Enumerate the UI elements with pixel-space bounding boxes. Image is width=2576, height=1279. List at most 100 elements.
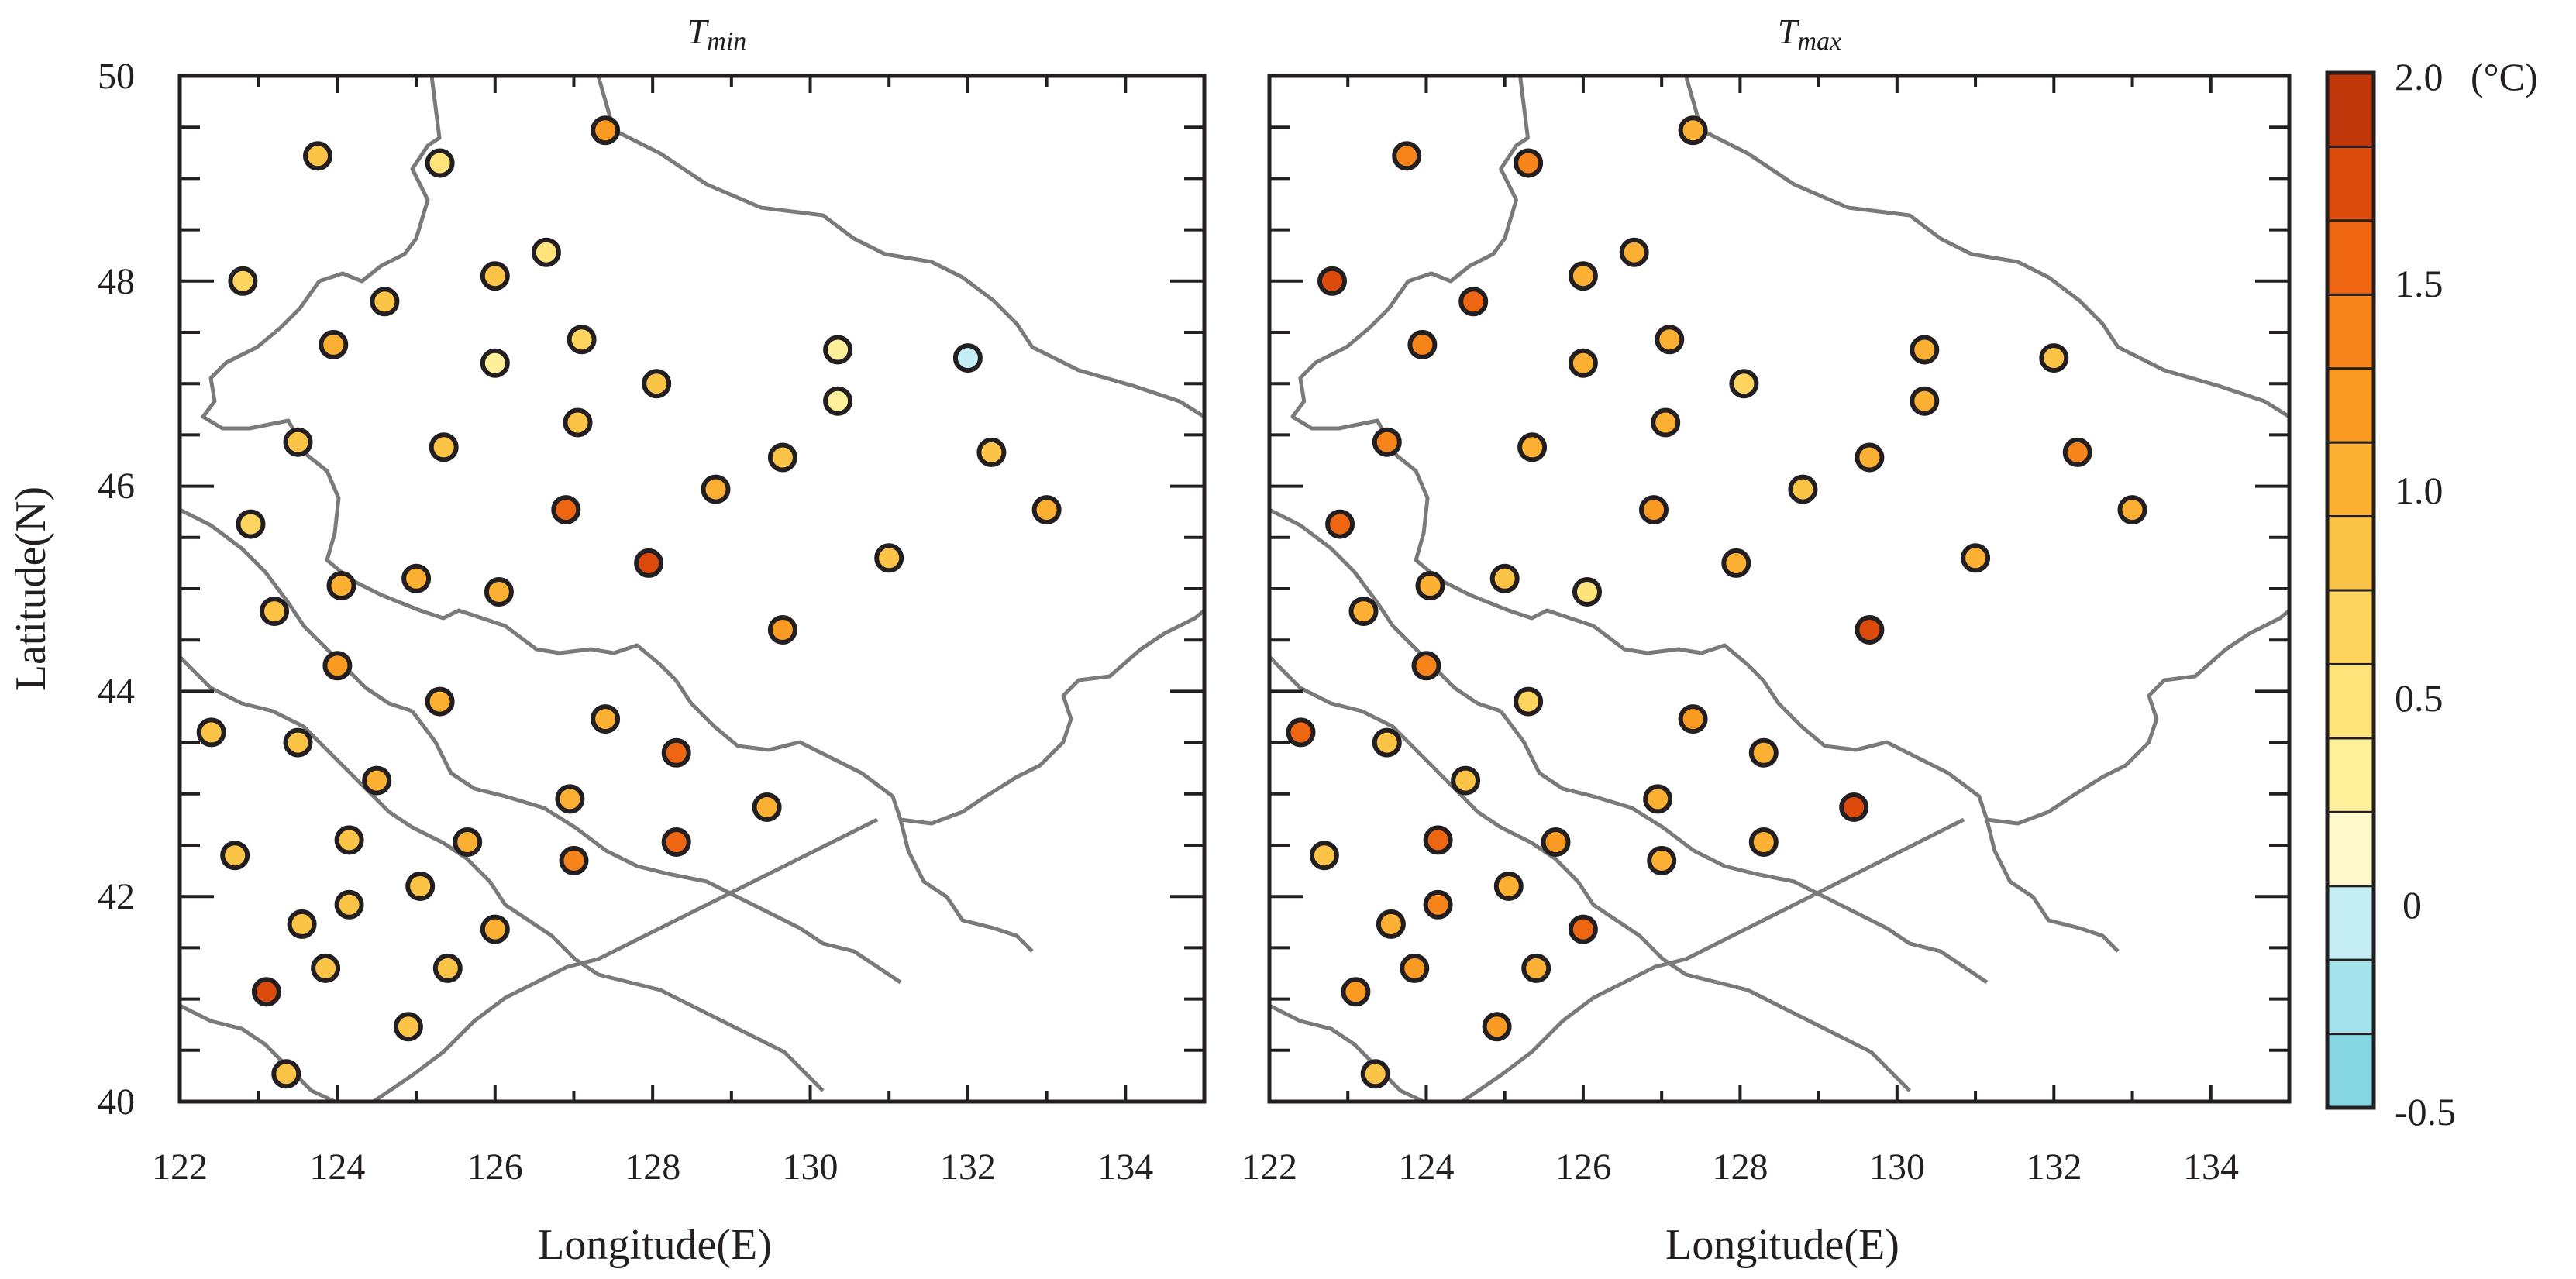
station-marker xyxy=(591,704,621,734)
colorbar-labels: 2.0 (°C) 1.5 1.0 0.5 0 -0.5 xyxy=(2395,55,2538,1133)
station-marker xyxy=(1748,827,1779,857)
x-tick-label: 128 xyxy=(1713,1147,1768,1188)
inner-boundary-3 xyxy=(1499,710,1989,985)
station-marker xyxy=(1458,287,1489,317)
station-marker xyxy=(1748,737,1779,768)
station-marker xyxy=(976,437,1007,467)
colorbar-unit: (°C) xyxy=(2471,55,2538,98)
station-marker xyxy=(1372,727,1402,758)
station-marker xyxy=(563,407,593,438)
x-tick-label: 130 xyxy=(783,1147,839,1188)
north-boundary xyxy=(596,76,1204,419)
station-marker xyxy=(1514,148,1544,178)
southeast-boundary xyxy=(898,819,1034,953)
station-marker xyxy=(405,872,436,901)
station-marker xyxy=(1423,825,1453,855)
station-marker xyxy=(283,727,313,758)
station-marker xyxy=(370,287,400,317)
colorbar-label: 0.5 xyxy=(2395,676,2443,720)
ticks-tmax xyxy=(1268,74,2291,1103)
station-marker xyxy=(551,495,581,525)
station-marker xyxy=(2062,437,2092,467)
colorbar-cell xyxy=(2326,441,2375,517)
station-marker xyxy=(2039,343,2069,373)
station-marker xyxy=(1521,953,1551,983)
station-marker xyxy=(1619,237,1649,267)
inner-boundary-2 xyxy=(1269,655,1912,1092)
southern-border xyxy=(372,817,879,1102)
map-region-tmax xyxy=(1269,76,2289,1102)
southern-border xyxy=(1461,817,1965,1102)
y-tick-label: 50 xyxy=(98,56,135,97)
outer-boundary xyxy=(1290,76,2289,826)
y-tick-labels-tmin: 40 42 44 46 48 50 xyxy=(98,56,135,1123)
station-marker xyxy=(1643,784,1673,814)
station-marker xyxy=(1489,563,1520,593)
station-marker xyxy=(531,237,561,267)
x-axis-label-tmax: Longitude(E) xyxy=(1665,1221,1899,1269)
y-tick-label: 44 xyxy=(98,671,135,712)
station-marker xyxy=(260,597,289,627)
station-marker xyxy=(1372,427,1402,457)
station-marker xyxy=(1517,432,1548,462)
station-marker xyxy=(1678,115,1708,146)
panel-tmin: Tmin 122 124 126 xyxy=(7,12,1207,1269)
station-marker xyxy=(1568,914,1598,944)
station-marker xyxy=(480,261,510,291)
colorbar-cell xyxy=(2326,810,2375,888)
station-marker xyxy=(334,825,364,855)
colorbar-label: 1.5 xyxy=(2395,262,2443,305)
station-marker xyxy=(1400,953,1430,983)
station-marker xyxy=(1360,1059,1390,1089)
colorbar-cell xyxy=(2326,367,2375,444)
station-marker xyxy=(634,548,664,578)
station-marker xyxy=(1655,325,1685,355)
station-marker xyxy=(429,432,459,462)
station-marker xyxy=(1639,495,1669,525)
southeast-boundary xyxy=(1985,819,2120,953)
colorbar-cell xyxy=(2326,958,2375,1035)
station-marker xyxy=(1493,872,1524,901)
station-marker xyxy=(2117,495,2147,525)
station-marker xyxy=(1961,543,1991,573)
y-tick-label: 42 xyxy=(98,876,135,917)
station-marker xyxy=(425,148,455,178)
station-marker xyxy=(1392,141,1422,171)
colorbar-label: 1.0 xyxy=(2395,469,2443,512)
station-marker xyxy=(287,909,317,939)
x-tick-label: 122 xyxy=(1242,1147,1297,1188)
station-marker xyxy=(334,889,364,920)
x-tick-labels-tmin: 122 124 126 128 130 132 134 xyxy=(152,1147,1153,1188)
station-marker xyxy=(1568,261,1598,291)
station-marker xyxy=(271,1059,301,1089)
x-tick-labels-tmax: 122 124 126 128 130 132 134 xyxy=(1242,1147,2239,1188)
southwest-coast xyxy=(180,1003,336,1102)
station-marker xyxy=(401,563,432,593)
station-marker xyxy=(196,717,226,748)
colorbar-cell xyxy=(2326,1033,2375,1109)
colorbar-cells xyxy=(2326,71,2375,1109)
station-marker xyxy=(1031,495,1062,525)
colorbar-label: -0.5 xyxy=(2395,1090,2456,1133)
x-tick-label: 124 xyxy=(1399,1147,1455,1188)
station-marker xyxy=(393,1012,423,1042)
colorbar-cell xyxy=(2326,145,2375,222)
station-marker xyxy=(251,977,281,1007)
x-tick-label: 130 xyxy=(1869,1147,1925,1188)
station-marker xyxy=(484,577,514,607)
boundary-lines-tmax xyxy=(1269,76,2289,1102)
station-marker xyxy=(767,442,797,473)
station-marker xyxy=(322,651,353,681)
inner-boundary-2 xyxy=(180,655,825,1092)
title-sub: max xyxy=(1797,27,1841,56)
station-marker xyxy=(311,953,341,983)
colorbar-cell xyxy=(2326,515,2375,592)
x-tick-label: 132 xyxy=(940,1147,996,1188)
station-marker xyxy=(1651,407,1681,438)
station-marker xyxy=(480,914,510,944)
station-marker xyxy=(236,509,266,539)
north-boundary xyxy=(1684,76,2289,419)
station-marker xyxy=(432,953,463,983)
inner-boundary-1 xyxy=(180,507,413,713)
station-marker xyxy=(283,427,313,457)
